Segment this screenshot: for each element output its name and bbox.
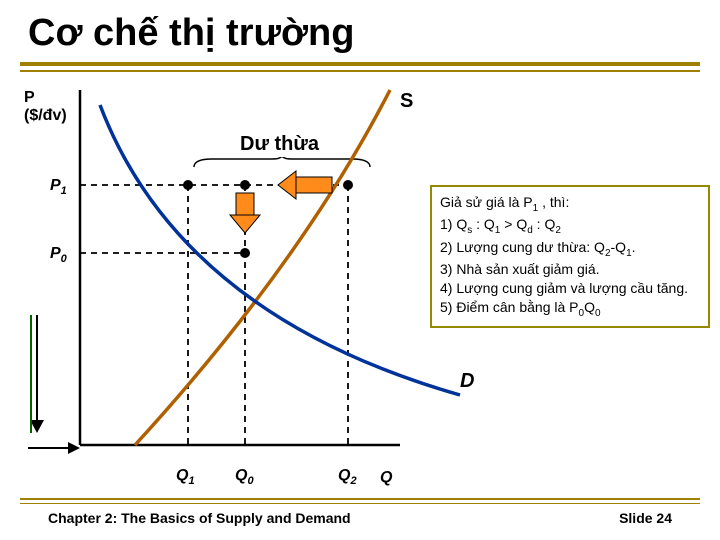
q0-label: Q0 [235,467,254,487]
info-line-intro: Giả sử giá là P1 , thì: [440,193,700,215]
margin-right-arrow-icon [28,440,82,456]
demand-label: D [460,370,474,393]
q1-label: Q1 [176,467,195,487]
chart-svg [80,95,480,465]
p0-label: P0 [50,245,67,265]
info-line-2: 2) Lượng cung dư thừa: Q2-Q1. [440,238,700,260]
footer-rule-1 [20,498,700,500]
supply-demand-chart: P($/đv) S Dư thừa [80,95,480,465]
info-line-4: 4) Lượng cung giảm và lượng cầu tăng. [440,279,700,298]
title-rule-1 [20,62,700,66]
slide-title: Cơ chế thị trường [28,12,354,55]
title-rule-2 [20,70,700,72]
info-line-5: 5) Điểm cân bằng là P0Q0 [440,298,700,320]
slide: Cơ chế thị trường P($/đv) S Dư thừa [0,0,720,540]
margin-down-arrow-icon [28,315,46,435]
q2-label: Q2 [338,467,357,487]
info-box: Giả sử giá là P1 , thì: 1) Qs : Q1 > Qd … [430,185,710,328]
footer-left: Chapter 2: The Basics of Supply and Dema… [48,510,351,526]
info-line-1: 1) Qs : Q1 > Qd : Q2 [440,215,700,237]
q-axis-label: Q [380,469,392,487]
info-line-3: 3) Nhà sản xuất giảm giá. [440,260,700,279]
footer-rule-2 [20,503,700,504]
p1-label: P1 [50,177,67,197]
y-axis-label: P($/đv) [24,89,67,124]
footer-right: Slide 24 [619,510,672,526]
